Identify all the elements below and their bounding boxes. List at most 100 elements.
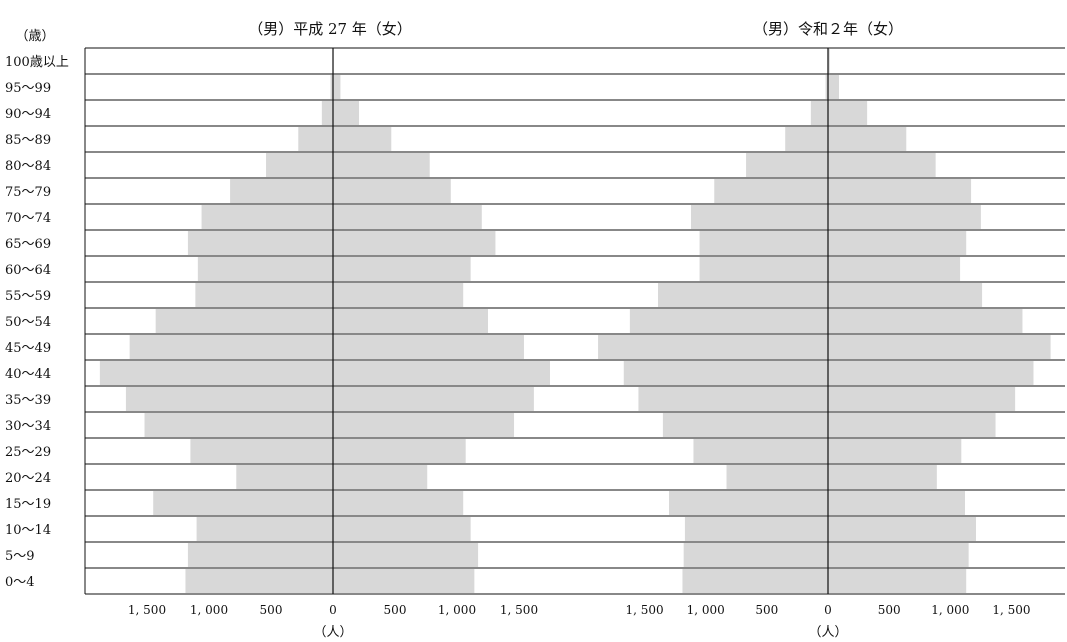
female-bar (828, 439, 962, 463)
female-bar (333, 335, 524, 359)
age-group-label: 10～14 (5, 523, 51, 538)
x-tick-label: 500 (755, 603, 778, 617)
male-bar (629, 309, 828, 333)
x-tick-label: 0 (329, 603, 337, 617)
female-bar (333, 569, 475, 593)
female-bar (333, 231, 496, 255)
age-group-label: 65～69 (5, 237, 51, 252)
x-tick-label: 1, 000 (438, 603, 476, 617)
female-bar (828, 387, 1016, 411)
female-bar (828, 127, 907, 151)
x-tick-label: 1, 500 (625, 603, 663, 617)
age-group-label: 0～4 (5, 575, 35, 590)
male-bar (125, 387, 333, 411)
male-bar (682, 569, 828, 593)
male-bar (196, 517, 333, 541)
age-group-label: 100歳以上 (5, 55, 69, 70)
age-group-label: 70～74 (5, 211, 51, 226)
x-tick-label: 1, 500 (128, 603, 166, 617)
male-bar (266, 153, 333, 177)
female-bar (333, 517, 471, 541)
age-group-label: 55～59 (5, 289, 51, 304)
female-bar (333, 543, 479, 567)
female-bar (828, 101, 868, 125)
male-bar (714, 179, 828, 203)
male-bar (129, 335, 333, 359)
grid-layer (85, 47, 1065, 595)
age-group-label: 20～24 (5, 471, 51, 486)
x-tick-label: 1, 000 (687, 603, 725, 617)
female-bar (333, 283, 464, 307)
male-bar (298, 127, 333, 151)
female-bar (333, 465, 428, 489)
age-group-label: 80～84 (5, 159, 51, 174)
age-group-label: 40～44 (5, 367, 51, 382)
female-bar (333, 153, 430, 177)
male-bar (699, 257, 828, 281)
male-bar (190, 439, 333, 463)
x-tick-label: 1, 000 (931, 603, 969, 617)
male-bar (699, 231, 828, 255)
male-bar (662, 413, 828, 437)
female-bar (828, 283, 983, 307)
female-bar (333, 75, 341, 99)
age-group-label: 15～19 (5, 497, 51, 512)
male-bar (683, 543, 828, 567)
female-bar (828, 569, 967, 593)
male-bar (201, 205, 333, 229)
female-bar (828, 179, 972, 203)
age-group-label: 85～89 (5, 133, 51, 148)
male-bar (825, 75, 828, 99)
male-bar (99, 361, 333, 385)
age-group-label: 45～49 (5, 341, 51, 356)
age-group-label: 90～94 (5, 107, 51, 122)
female-bar (828, 153, 936, 177)
female-bar (828, 543, 969, 567)
female-bar (828, 309, 1023, 333)
age-group-label: 60～64 (5, 263, 51, 278)
male-bar (153, 491, 333, 515)
y-axis-unit-label: （歳） (15, 29, 54, 44)
age-group-label: 50～54 (5, 315, 51, 330)
x-axis-unit-label-left: （人） (313, 625, 352, 640)
axis-layer (84, 48, 829, 594)
female-bar (828, 413, 996, 437)
male-bar (623, 361, 828, 385)
age-group-label: 25～29 (5, 445, 51, 460)
x-tick-label: 1, 500 (500, 603, 538, 617)
x-tick-label: 500 (384, 603, 407, 617)
age-group-label: 35～39 (5, 393, 51, 408)
label-layer: 100歳以上 95～99 90～94 85～89 80～84 75～79 70～74 65～6… (5, 55, 1031, 617)
female-bar (828, 335, 1051, 359)
female-bar (828, 205, 981, 229)
female-bar (333, 127, 392, 151)
female-bar (333, 309, 488, 333)
x-tick-label: 500 (878, 603, 901, 617)
male-bar (691, 205, 828, 229)
female-bar (333, 205, 482, 229)
age-group-label: 75～79 (5, 185, 51, 200)
male-bar (321, 101, 333, 125)
female-bar (828, 517, 976, 541)
age-group-label: 30～34 (5, 419, 51, 434)
male-bar (195, 283, 333, 307)
x-tick-label: 1, 500 (992, 603, 1030, 617)
x-tick-label: 0 (824, 603, 832, 617)
female-bar (828, 465, 937, 489)
male-bar (144, 413, 333, 437)
female-bar (333, 387, 534, 411)
x-tick-label: 1, 000 (190, 603, 228, 617)
bar-layer (99, 49, 1051, 593)
male-bar (155, 309, 333, 333)
age-group-label: 5～9 (5, 549, 35, 564)
male-bar (598, 335, 828, 359)
male-bar (638, 387, 828, 411)
age-group-label: 95～99 (5, 81, 51, 96)
male-bar (658, 283, 828, 307)
chart-title-left: （男）平成 27 年（女） (248, 20, 412, 38)
male-bar (810, 101, 828, 125)
male-bar (684, 517, 828, 541)
male-bar (693, 439, 828, 463)
male-bar (230, 179, 333, 203)
